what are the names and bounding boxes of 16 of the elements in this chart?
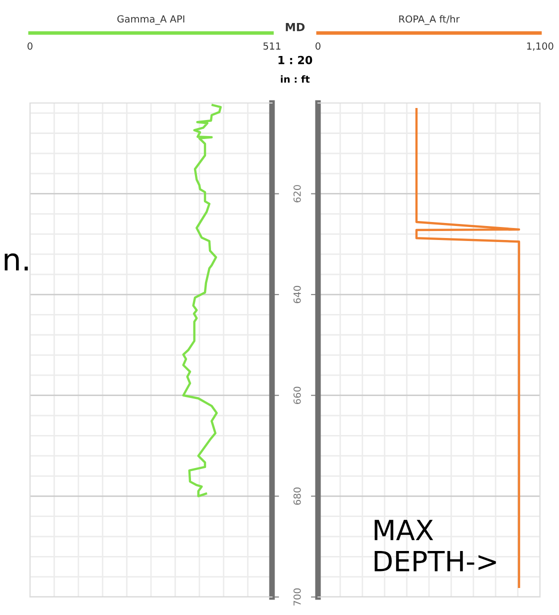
- text: ROPA_A ft/hr: [399, 15, 460, 25]
- y-tick-label: 700: [293, 588, 301, 606]
- y-axis-title: MD: [286, 22, 305, 32]
- text: Gamma_A API: [117, 15, 184, 25]
- x-tick-label: 1,100: [527, 42, 554, 51]
- x-tick-label: 511: [263, 42, 280, 50]
- y-tick-label: 640: [293, 286, 301, 304]
- text: in : ft: [280, 75, 310, 83]
- text: 1 : 20: [278, 56, 312, 64]
- annotation: MAX DEPTH->: [374, 520, 496, 572]
- x-tick-label: 0: [28, 42, 32, 50]
- y-tick-label: 660: [293, 386, 301, 404]
- text: n.: [4, 253, 28, 270]
- x-tick-label: 0: [316, 42, 320, 50]
- y-tick-label: 680: [293, 488, 301, 505]
- y-tick-label: 620: [293, 185, 301, 202]
